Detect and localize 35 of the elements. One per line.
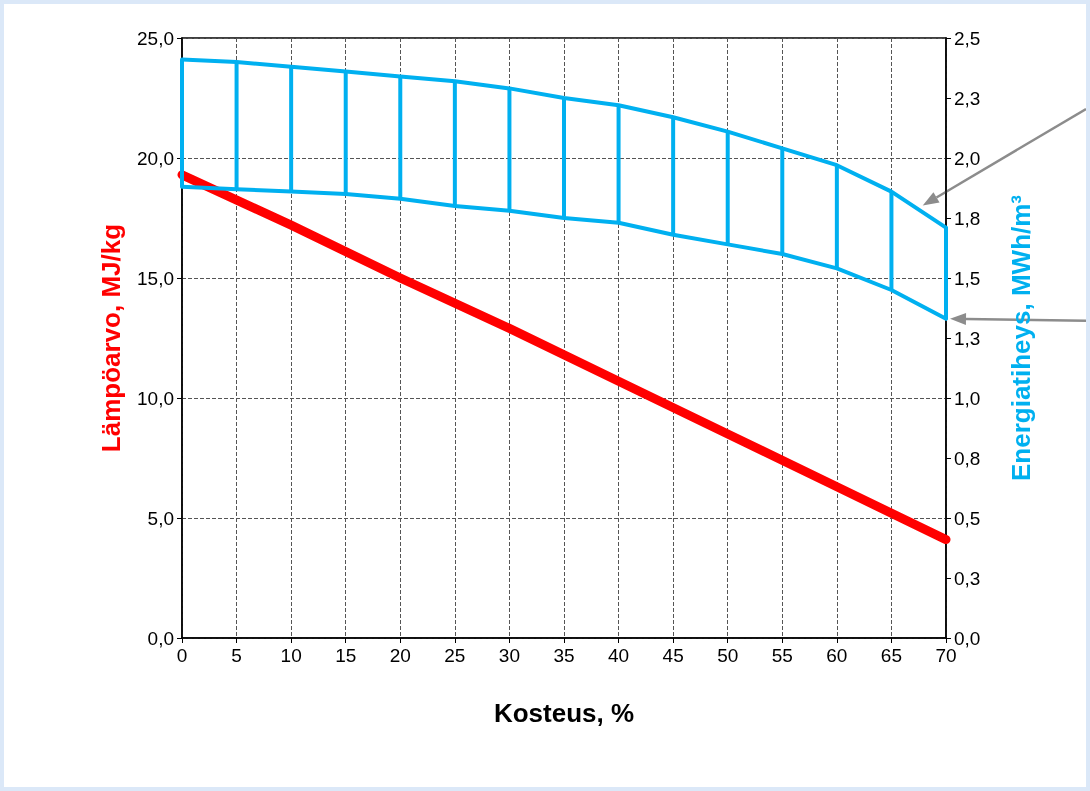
x-tick-label: 20: [389, 645, 411, 666]
y-tick-label: 15,0: [137, 267, 174, 289]
x-tick-label: 60: [826, 645, 848, 666]
x-tick-label: 10: [280, 645, 302, 666]
y2-tick-label: 1,5: [954, 267, 981, 289]
y-tick-label: 0,0: [147, 627, 174, 649]
x-tick-label: 25: [444, 645, 466, 666]
x-tick-label: 45: [662, 645, 684, 666]
x-tick-label: 5: [231, 645, 242, 666]
x-tick-label: 55: [771, 645, 793, 666]
x-axis-title: Kosteus, %: [493, 698, 635, 728]
x-tick-label: 65: [880, 645, 902, 666]
y2-tick-label: 0,0: [954, 627, 981, 649]
y-tick-label: 25,0: [137, 27, 174, 49]
x-tick-label: 70: [935, 645, 957, 666]
x-tick-label: 35: [553, 645, 575, 666]
x-tick-label: 0: [176, 645, 188, 666]
y2-tick-label: 1,8: [954, 207, 981, 229]
y2-tick-label: 0,3: [954, 567, 981, 589]
y2-tick-label: 0,5: [954, 507, 981, 529]
y-tick-label: 20,0: [137, 147, 174, 169]
y-axis-title: Lämpöarvo, MJ/kg: [96, 223, 126, 453]
y2-axis-title: Energiatiheys, MWh/m³: [1006, 194, 1036, 482]
y2-tick-label: 1,0: [954, 387, 981, 409]
y2-tick-label: 2,5: [954, 27, 981, 49]
x-tick-label: 40: [608, 645, 630, 666]
x-tick-label: 15: [335, 645, 357, 666]
y-tick-label: 5,0: [147, 507, 174, 529]
x-tick-label: 50: [717, 645, 739, 666]
y2-tick-label: 0,8: [954, 447, 981, 469]
y-tick-label: 10,0: [137, 387, 174, 409]
x-tick-label: 30: [498, 645, 520, 666]
y2-tick-label: 1,3: [954, 327, 981, 349]
y2-tick-label: 2,0: [954, 147, 981, 169]
y2-tick-label: 2,3: [954, 87, 981, 109]
